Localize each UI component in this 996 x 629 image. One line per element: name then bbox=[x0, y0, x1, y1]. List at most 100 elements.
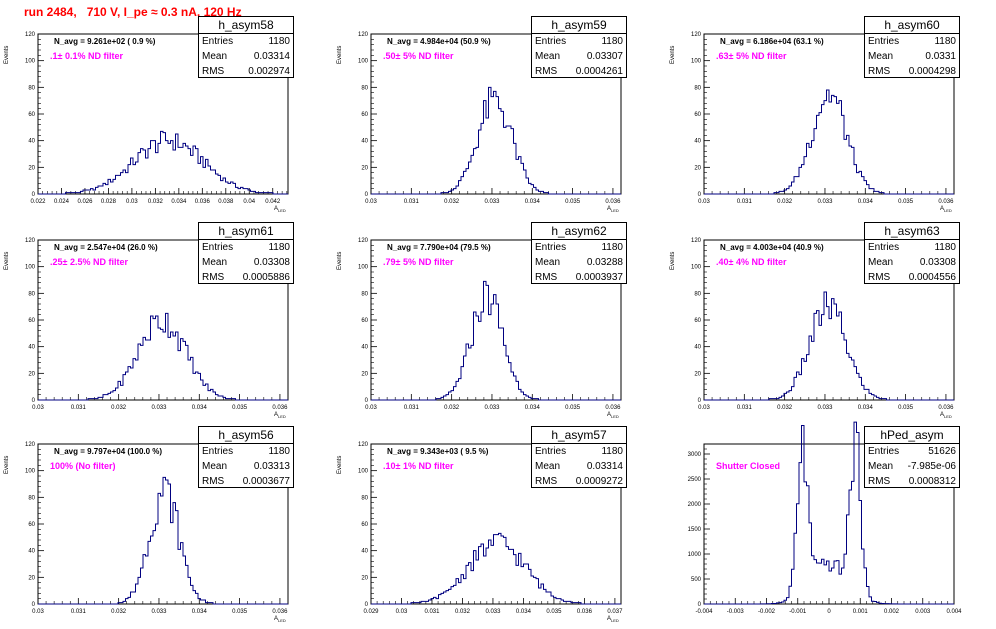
stats-row-entries: Entries 1180 bbox=[199, 240, 293, 255]
x-tick-label: 0.033 bbox=[485, 609, 501, 615]
stats-label-entries: Entries bbox=[202, 242, 234, 253]
stats-row-mean: Mean 0.03307 bbox=[532, 49, 626, 64]
y-axis-label: Events bbox=[4, 45, 10, 64]
x-axis-label: ALED bbox=[940, 412, 952, 419]
x-tick-label: 0.031 bbox=[404, 199, 420, 205]
stats-value-rms: 0.0008312 bbox=[908, 476, 956, 487]
y-tick-label: 100 bbox=[25, 59, 36, 65]
x-tick-label: 0.034 bbox=[516, 609, 532, 615]
y-tick-label: 80 bbox=[694, 291, 701, 297]
y-tick-label: 20 bbox=[361, 575, 368, 581]
histogram-panel-h_asym58: 0.022 0.024 0.026 0.028 0.03 0.032 0.034 0.036 0… bbox=[0, 12, 332, 219]
x-tick-label: 0.035 bbox=[565, 405, 581, 411]
y-tick-label: 20 bbox=[694, 371, 701, 377]
y-tick-label: 60 bbox=[28, 112, 35, 118]
x-tick-label: 0.042 bbox=[265, 199, 281, 205]
stats-histogram-name: h_asym61 bbox=[199, 223, 293, 240]
x-tick-label: 0.022 bbox=[30, 199, 46, 205]
stats-histogram-name: h_asym60 bbox=[865, 17, 959, 34]
histogram-svg: 0.022 0.024 0.026 0.028 0.03 0.032 0.034 0.036 0… bbox=[25, 32, 289, 205]
histogram-panel-h_asym63: 0.03 0.031 0.032 0.033 0.034 0.035 0.036 0 20 40 6… bbox=[666, 218, 996, 425]
x-tick-label: 0.038 bbox=[218, 199, 234, 205]
x-tick-label: 0.04 bbox=[243, 199, 255, 205]
x-tick-label: 0.033 bbox=[151, 609, 167, 615]
stats-row-rms: RMS 0.0004298 bbox=[865, 64, 959, 79]
page-title: run 2484, 710 V, I_pe ≈ 0.3 nA, 120 Hz bbox=[24, 5, 242, 19]
stats-histogram-name: hPed_asym bbox=[865, 427, 959, 444]
stats-histogram-name: h_asym62 bbox=[532, 223, 626, 240]
y-tick-label: 1500 bbox=[688, 527, 702, 533]
y-tick-label: 100 bbox=[358, 265, 369, 271]
stats-label-mean: Mean bbox=[535, 51, 561, 62]
x-tick-label: 0.032 bbox=[777, 199, 793, 205]
y-axis-label: Events bbox=[670, 251, 676, 270]
stats-box: h_asym62 Entries 1180 Mean 0.03288 RMS 0.00039… bbox=[531, 222, 627, 284]
x-tick-label: 0.034 bbox=[525, 199, 541, 205]
y-tick-label: 0 bbox=[32, 192, 36, 198]
y-tick-label: 80 bbox=[28, 291, 35, 297]
stats-row-mean: Mean 0.03308 bbox=[865, 255, 959, 270]
y-tick-label: 40 bbox=[28, 549, 35, 555]
histogram-panel-h_asym60: 0.03 0.031 0.032 0.033 0.034 0.035 0.036 0 20 40 6… bbox=[666, 12, 996, 219]
y-tick-label: 100 bbox=[358, 469, 369, 475]
x-tick-label: 0.033 bbox=[151, 405, 167, 411]
stats-histogram-name: h_asym56 bbox=[199, 427, 293, 444]
stats-row-rms: RMS 0.002974 bbox=[199, 64, 293, 79]
y-axis-label: Events bbox=[337, 455, 343, 474]
histogram-svg: 0.03 0.031 0.032 0.033 0.034 0.035 0.036 0 20 40 6… bbox=[25, 238, 289, 411]
y-tick-label: 20 bbox=[28, 575, 35, 581]
stats-value-entries: 1180 bbox=[268, 242, 290, 253]
x-tick-label: 0.036 bbox=[938, 199, 954, 205]
x-tick-label: 0.031 bbox=[404, 405, 420, 411]
x-axis-label: ALED bbox=[607, 616, 619, 623]
navg-annotation: N_avg = 9.797e+04 (100.0 %) bbox=[54, 447, 163, 456]
filter-annotation: 100% (No filter) bbox=[50, 461, 116, 471]
y-axis-label: Events bbox=[337, 251, 343, 270]
y-tick-label: 60 bbox=[361, 522, 368, 528]
y-tick-label: 20 bbox=[361, 371, 368, 377]
x-tick-label: 0.029 bbox=[363, 609, 379, 615]
y-tick-label: 40 bbox=[361, 139, 368, 145]
y-tick-label: 120 bbox=[691, 32, 702, 38]
y-tick-label: 40 bbox=[361, 345, 368, 351]
stats-label-mean: Mean bbox=[202, 461, 228, 472]
filter-annotation: .63± 5% ND filter bbox=[716, 51, 787, 61]
stats-label-entries: Entries bbox=[535, 36, 567, 47]
y-tick-label: 500 bbox=[691, 577, 702, 583]
x-tick-label: 0.03 bbox=[32, 405, 44, 411]
stats-value-entries: 1180 bbox=[268, 446, 290, 457]
y-tick-label: 0 bbox=[365, 398, 369, 404]
histogram-svg: 0.03 0.031 0.032 0.033 0.034 0.035 0.036 0 20 40 6… bbox=[691, 238, 955, 411]
x-tick-label: 0.03 bbox=[126, 199, 138, 205]
x-tick-label: -0.003 bbox=[727, 609, 745, 615]
stats-label-rms: RMS bbox=[202, 272, 225, 283]
y-axis-label: Events bbox=[4, 455, 10, 474]
stats-row-entries: Entries 51626 bbox=[865, 444, 959, 459]
x-tick-label: 0.036 bbox=[577, 609, 593, 615]
stats-row-mean: Mean 0.03314 bbox=[199, 49, 293, 64]
stats-row-mean: Mean 0.0331 bbox=[865, 49, 959, 64]
x-tick-label: 0.035 bbox=[898, 199, 914, 205]
navg-annotation: N_avg = 4.984e+04 (50.9 %) bbox=[387, 37, 491, 46]
x-axis-label-main: A bbox=[940, 206, 945, 212]
stats-box: hPed_asym Entries 51626 Mean -7.985e-06 RMS 0.… bbox=[864, 426, 960, 488]
x-tick-label: 0.004 bbox=[946, 609, 962, 615]
histogram-svg: 0.03 0.031 0.032 0.033 0.034 0.035 0.036 0 20 40 6… bbox=[25, 442, 289, 615]
stats-value-mean: 0.03314 bbox=[586, 461, 623, 472]
y-tick-label: 100 bbox=[358, 59, 369, 65]
stats-row-entries: Entries 1180 bbox=[199, 34, 293, 49]
x-tick-label: 0.026 bbox=[77, 199, 93, 205]
stats-row-rms: RMS 0.0008312 bbox=[865, 474, 959, 489]
stats-label-mean: Mean bbox=[202, 51, 228, 62]
stats-value-mean: 0.03307 bbox=[586, 51, 623, 62]
x-tick-label: 0.03 bbox=[698, 199, 710, 205]
stats-value-entries: 1180 bbox=[601, 242, 623, 253]
stats-box: h_asym59 Entries 1180 Mean 0.03307 RMS 0.00042… bbox=[531, 16, 627, 78]
filter-annotation: .79± 5% ND filter bbox=[383, 257, 454, 267]
x-tick-label: 0.03 bbox=[365, 405, 377, 411]
y-tick-label: 60 bbox=[694, 112, 701, 118]
y-tick-label: 60 bbox=[361, 318, 368, 324]
stats-value-mean: 0.03313 bbox=[253, 461, 290, 472]
stats-label-rms: RMS bbox=[535, 272, 558, 283]
y-tick-label: 0 bbox=[365, 192, 369, 198]
